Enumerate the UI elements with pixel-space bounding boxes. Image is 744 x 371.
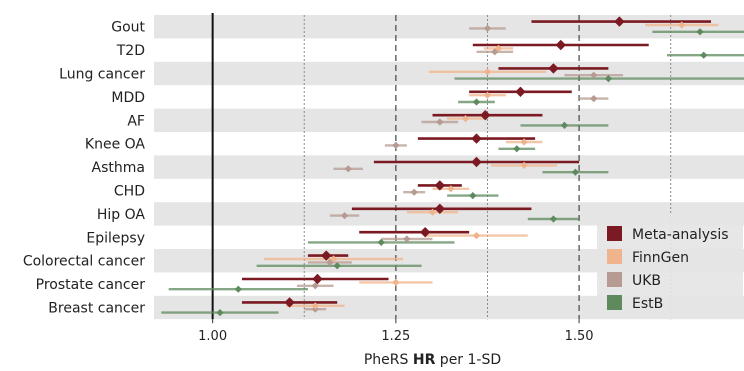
category-label-lung-cancer: Lung cancer: [59, 67, 145, 83]
x-axis-title-part-1: HR: [413, 352, 436, 368]
point-finngen-colorectal-cancer: [329, 255, 338, 263]
category-label-t2d: T2D: [116, 43, 145, 59]
category-label-gout: Gout: [111, 20, 145, 36]
point-meta-analysis-prostate-cancer: [312, 273, 323, 285]
point-finngen-asthma: [520, 161, 528, 169]
point-estb-af: [560, 121, 569, 129]
point-estb-gout: [696, 28, 704, 36]
point-finngen-lung-cancer: [483, 68, 492, 76]
point-meta-analysis-af: [480, 110, 491, 121]
point-finngen-gout: [678, 21, 686, 29]
legend-swatch-meta-analysis: [607, 226, 622, 241]
x-axis-title-part-2: per 1-SD: [435, 352, 501, 368]
point-finngen-hip-oa: [428, 208, 437, 216]
x-tick-label-1: 1.00: [198, 329, 227, 344]
row-band-af: [154, 108, 744, 132]
category-label-knee-oa: Knee OA: [85, 137, 146, 153]
point-finngen-chd: [447, 185, 455, 193]
point-meta-analysis-lung-cancer: [548, 63, 559, 74]
point-estb-colorectal-cancer: [333, 262, 341, 270]
point-meta-analysis-knee-oa: [471, 133, 482, 144]
category-label-asthma: Asthma: [92, 160, 145, 176]
point-ukb-lung-cancer: [590, 71, 598, 79]
category-label-mdd: MDD: [111, 90, 145, 106]
category-label-colorectal-cancer: Colorectal cancer: [23, 254, 145, 270]
point-estb-epilepsy: [377, 238, 385, 246]
legend-swatch-ukb: [607, 272, 622, 287]
point-finngen-t2d: [494, 44, 503, 52]
x-tick-label-1_25: 1.25: [381, 329, 410, 344]
point-meta-analysis-asthma: [471, 156, 482, 168]
point-estb-lung-cancer: [604, 75, 613, 83]
x-axis: 1.00 1.25 1.50: [198, 319, 594, 344]
category-label-hip-oa: Hip OA: [97, 207, 146, 223]
point-estb-hip-oa: [549, 215, 558, 223]
category-label-breast-cancer: Breast cancer: [48, 301, 145, 317]
point-meta-analysis-gout: [614, 16, 625, 27]
category-labels: Gout T2D Lung cancer MDD AF Knee OA Asthma CHD H…: [23, 20, 146, 317]
point-ukb-knee-oa: [392, 141, 400, 149]
point-meta-analysis-hip-oa: [434, 203, 446, 214]
point-estb-chd: [469, 192, 477, 200]
point-ukb-epilepsy: [403, 235, 411, 243]
x-axis-title: PheRS HR per 1-SD: [364, 352, 501, 368]
point-meta-analysis-epilepsy: [419, 227, 431, 238]
point-estb-knee-oa: [513, 145, 521, 153]
point-estb-asthma: [571, 168, 580, 176]
legend-label-finngen: FinnGen: [632, 250, 689, 266]
legend-swatch-finngen: [607, 249, 622, 264]
legend-swatch-estb: [607, 295, 622, 310]
point-meta-analysis-mdd: [515, 86, 526, 97]
point-ukb-colorectal-cancer: [326, 258, 334, 266]
legend-label-estb: EstB: [632, 296, 663, 312]
point-estb-mdd: [472, 98, 481, 106]
point-finngen-breast-cancer: [311, 302, 319, 310]
point-meta-analysis-chd: [434, 180, 446, 191]
point-finngen-epilepsy: [472, 232, 481, 240]
point-ukb-prostate-cancer: [311, 282, 319, 290]
point-ukb-af: [436, 118, 444, 126]
point-estb-t2d: [700, 51, 708, 59]
point-ukb-mdd: [590, 95, 598, 103]
row-band-gout: [154, 15, 744, 39]
x-tick-label-1_5: 1.50: [565, 329, 594, 344]
category-label-prostate-cancer: Prostate cancer: [36, 277, 146, 293]
row-band-lung-cancer: [154, 61, 744, 86]
point-finngen-af: [461, 115, 470, 123]
category-label-epilepsy: Epilepsy: [86, 230, 145, 246]
point-estb-prostate-cancer: [234, 285, 242, 293]
point-ukb-hip-oa: [340, 212, 349, 220]
point-finngen-knee-oa: [520, 138, 528, 146]
point-ukb-chd: [410, 188, 418, 196]
point-finngen-prostate-cancer: [392, 278, 400, 286]
point-finngen-mdd: [483, 91, 492, 99]
legend-label-ukb: UKB: [632, 273, 661, 289]
point-estb-breast-cancer: [216, 309, 224, 317]
category-label-af: AF: [127, 113, 145, 129]
point-ukb-gout: [483, 24, 492, 32]
point-meta-analysis-colorectal-cancer: [321, 250, 332, 261]
legend-label-meta-analysis: Meta-analysis: [632, 227, 729, 243]
x-axis-title-part-0: PheRS: [364, 352, 413, 368]
point-ukb-asthma: [344, 165, 352, 173]
point-estimates: [216, 16, 708, 317]
row-bands: [154, 15, 744, 320]
legend: Meta-analysis FinnGen UKB EstB: [597, 214, 743, 318]
row-band-hip-oa: [154, 202, 744, 226]
row-band-asthma: [154, 155, 744, 179]
point-meta-analysis-t2d: [555, 39, 566, 51]
category-label-chd: CHD: [114, 184, 145, 200]
point-meta-analysis-breast-cancer: [284, 297, 295, 308]
